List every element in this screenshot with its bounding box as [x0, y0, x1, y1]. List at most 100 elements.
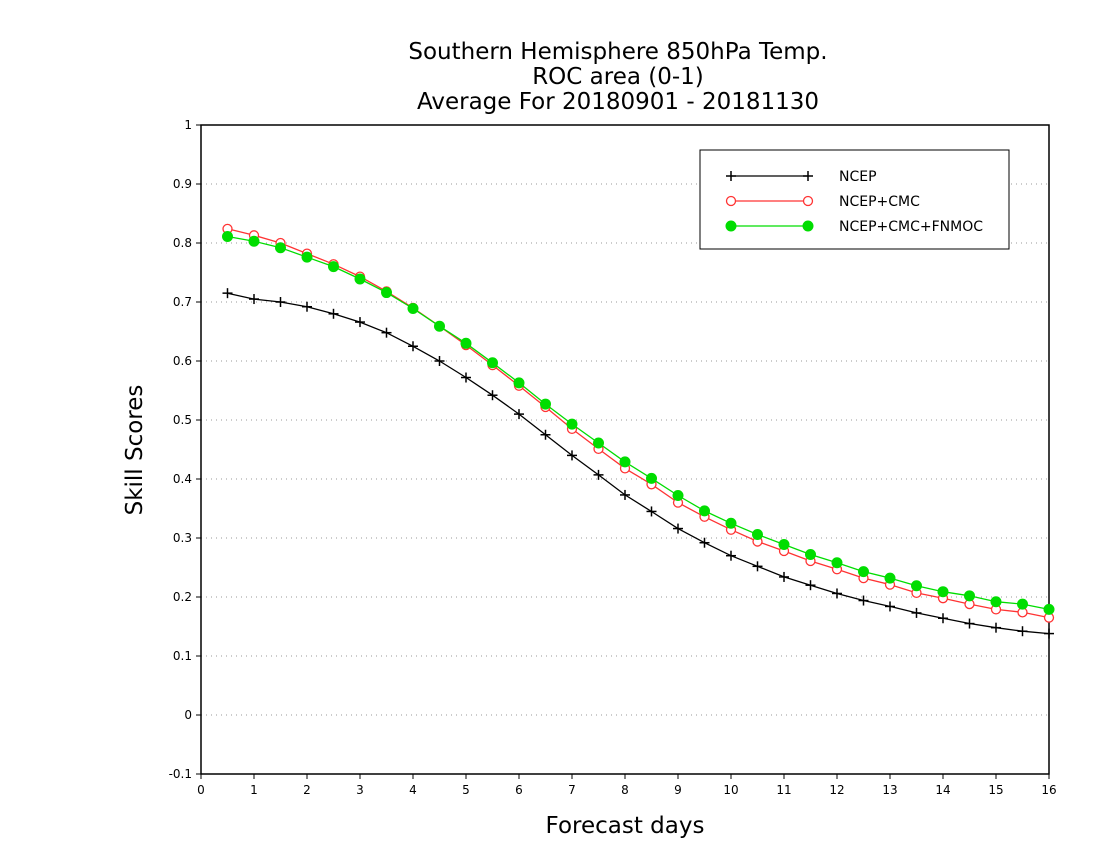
x-tick-label: 7	[568, 783, 576, 797]
data-point-ncep	[328, 308, 339, 319]
data-point-ncep-cmc-fnmoc	[1043, 603, 1055, 615]
y-tick-label: 0.9	[173, 177, 192, 191]
x-tick-label: 6	[515, 783, 523, 797]
x-tick-label: 15	[988, 783, 1003, 797]
data-point-ncep-cmc-fnmoc	[275, 242, 286, 254]
data-point-ncep	[832, 588, 842, 599]
data-point-ncep	[434, 356, 445, 366]
data-point-ncep	[699, 537, 710, 548]
data-point-ncep	[726, 550, 736, 561]
x-tick-label: 12	[829, 783, 844, 797]
data-point-ncep-cmc-fnmoc	[937, 586, 949, 598]
data-point-ncep	[620, 489, 630, 500]
legend-label: NCEP+CMC	[839, 194, 920, 210]
y-tick-label: 0.1	[173, 649, 192, 663]
series-line-ncep	[227, 292, 1050, 635]
data-point-ncep	[487, 390, 498, 401]
data-point-ncep-cmc-fnmoc	[778, 538, 790, 550]
data-point-ncep-cmc-fnmoc	[566, 418, 578, 430]
x-tick-label: 11	[776, 783, 791, 797]
data-point-ncep	[222, 288, 233, 299]
data-point-ncep-cmc-fnmoc	[513, 377, 525, 389]
series-line-ncep-cmc-fnmoc	[227, 235, 1050, 611]
x-tick-label: 5	[462, 783, 470, 797]
legend-marker-start	[726, 171, 736, 181]
data-point-ncep-cmc-fnmoc	[434, 320, 445, 332]
legend-item-ncep-cmc-fnmoc: NCEP+CMC+FNMOC	[725, 219, 983, 235]
data-point-ncep-cmc-fnmoc	[1017, 598, 1028, 610]
data-point-ncep-cmc-fnmoc	[619, 456, 631, 468]
data-point-ncep	[885, 601, 895, 612]
y-tick-label: 0.2	[173, 590, 192, 604]
y-tick-label: 1	[184, 118, 192, 132]
data-point-ncep-cmc-fnmoc	[990, 596, 1002, 608]
data-point-ncep-cmc-fnmoc	[699, 505, 710, 517]
data-point-ncep-cmc-fnmoc	[672, 490, 684, 502]
series-ncep-cmc-fnmoc	[222, 231, 1055, 615]
data-point-ncep	[991, 622, 1001, 633]
legend-marker-start	[725, 195, 737, 207]
data-point-ncep-cmc-fnmoc	[381, 287, 392, 299]
series-group	[222, 223, 1055, 639]
data-point-ncep	[858, 595, 869, 606]
series-ncep	[222, 288, 1054, 639]
legend-item-ncep-cmc: NCEP+CMC	[725, 194, 920, 210]
legend-box	[699, 149, 1010, 250]
data-point-ncep	[567, 450, 577, 461]
legend-marker-end	[803, 171, 813, 181]
legend-label: NCEP+CMC+FNMOC	[839, 219, 983, 235]
data-point-ncep-cmc-fnmoc	[222, 231, 233, 243]
data-point-ncep	[964, 618, 975, 629]
data-point-ncep-cmc-fnmoc	[328, 261, 339, 273]
data-point-ncep	[408, 341, 418, 352]
data-point-ncep	[355, 317, 365, 328]
title-line-2: ROC area (0-1)	[532, 64, 704, 90]
data-point-ncep-cmc-fnmoc	[301, 251, 313, 263]
data-point-ncep-cmc-fnmoc	[460, 337, 472, 349]
data-point-ncep	[514, 409, 524, 420]
data-point-ncep-cmc-fnmoc	[407, 302, 419, 314]
data-point-ncep-cmc-fnmoc	[725, 517, 737, 529]
data-point-ncep	[540, 429, 551, 440]
x-tick-label: 0	[197, 783, 205, 797]
title-line-3: Average For 20180901 - 20181130	[417, 89, 819, 115]
data-point-ncep	[779, 571, 789, 582]
data-point-ncep-cmc-fnmoc	[540, 398, 551, 410]
legend-marker-start	[725, 220, 737, 232]
data-point-ncep	[911, 607, 922, 618]
data-point-ncep	[752, 561, 763, 572]
data-point-ncep	[805, 580, 816, 591]
x-tick-label: 13	[882, 783, 897, 797]
series-ncep-cmc	[222, 223, 1055, 623]
data-point-ncep-cmc-fnmoc	[354, 273, 366, 285]
x-tick-label: 10	[723, 783, 738, 797]
x-tick-label: 9	[674, 783, 682, 797]
y-tick-label: 0.7	[173, 295, 192, 309]
data-point-ncep-cmc-fnmoc	[752, 528, 763, 540]
y-tick-label: 0	[184, 708, 192, 722]
legend-label: NCEP	[839, 169, 877, 185]
data-point-ncep	[646, 506, 657, 517]
y-tick-label: 0.3	[173, 531, 192, 545]
x-tick-label: 3	[356, 783, 364, 797]
legend: NCEP NCEP+CMC NCEP+CMC+FNMOC	[699, 149, 1010, 250]
data-point-ncep	[302, 301, 312, 312]
data-point-ncep	[593, 469, 604, 480]
y-tick-label: 0.6	[173, 354, 192, 368]
legend-marker-end	[802, 220, 814, 232]
x-tick-label: 8	[621, 783, 629, 797]
data-point-ncep	[1017, 626, 1028, 637]
legend-marker-end	[802, 195, 814, 207]
data-point-ncep-cmc-fnmoc	[884, 572, 896, 584]
data-point-ncep	[673, 523, 683, 534]
y-axis: -0.1 0 0.1 0.2 0.3 0.4 0.5 0.6 0.7 0.8 0.9 1	[169, 118, 201, 781]
data-point-ncep	[275, 297, 286, 307]
y-tick-label: 0.8	[173, 236, 192, 250]
y-tick-label: 0.4	[173, 472, 192, 486]
data-point-ncep-cmc-fnmoc	[911, 580, 922, 592]
x-axis: 0 1 2 3 4 5 6 7 8 9 10 11 12 13 14 15 16	[197, 774, 1057, 797]
data-point-ncep-cmc-fnmoc	[487, 357, 498, 369]
x-tick-label: 4	[409, 783, 417, 797]
